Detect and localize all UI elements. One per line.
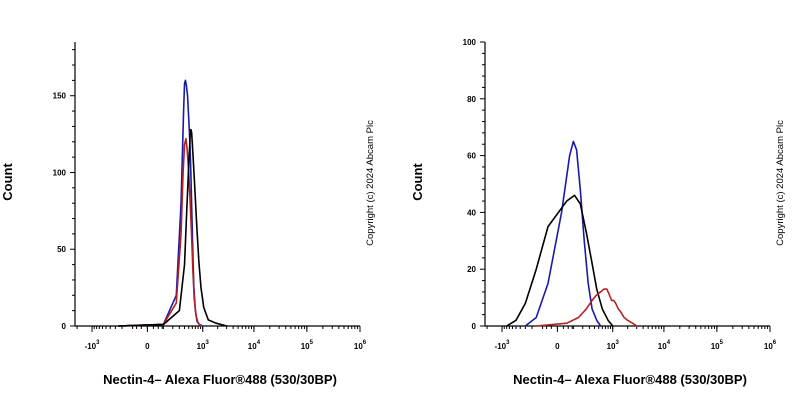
histogram-series-2 bbox=[535, 288, 638, 327]
y-tick-label: 40 bbox=[467, 208, 476, 217]
y-tick-label: 0 bbox=[472, 322, 477, 331]
y-tick-label: 150 bbox=[53, 92, 67, 101]
copyright-text: Copyright (c) 2024 Abcam Plc bbox=[775, 120, 786, 246]
y-tick-label: 50 bbox=[57, 245, 66, 254]
x-tick-label: 0 bbox=[555, 342, 560, 351]
histogram-series-1 bbox=[117, 137, 202, 327]
y-tick-label: 60 bbox=[467, 152, 476, 161]
y-tick-label: 100 bbox=[53, 168, 67, 177]
copyright-text: Copyright (c) 2024 Abcam Plc bbox=[365, 120, 376, 246]
histogram-series-2 bbox=[117, 128, 228, 327]
y-axis-title: Count bbox=[0, 163, 15, 201]
histogram-series-0 bbox=[524, 140, 602, 327]
x-axis-title: Nectin-4– Alexa Fluor®488 (530/30BP) bbox=[513, 372, 747, 387]
x-tick-label: 105 bbox=[301, 340, 314, 351]
x-axis-title: Nectin-4– Alexa Fluor®488 (530/30BP) bbox=[103, 372, 337, 387]
x-tick-label: 0 bbox=[145, 342, 150, 351]
x-tick-label: -103 bbox=[495, 340, 511, 351]
x-tick-label: 104 bbox=[248, 340, 261, 351]
x-tick-label: 103 bbox=[607, 340, 620, 351]
x-tick-label: 106 bbox=[764, 340, 777, 351]
x-tick-label: 105 bbox=[711, 340, 724, 351]
x-tick-label: 103 bbox=[197, 340, 210, 351]
y-tick-label: 100 bbox=[463, 38, 477, 47]
y-axis-title: Count bbox=[410, 163, 425, 201]
y-tick-label: 20 bbox=[467, 265, 476, 274]
histogram-series-1 bbox=[505, 194, 614, 327]
y-tick-label: 80 bbox=[467, 95, 476, 104]
histogram-chart-left: 0 50 100 150 -103 0 103 104 105 106 Nectin-4– Alex… bbox=[0, 42, 376, 387]
y-tick-label: 0 bbox=[62, 322, 67, 331]
x-tick-label: 104 bbox=[658, 340, 671, 351]
histogram-chart-right: 0 20 40 60 80 100 -103 0 103 104 105 106 Nectin-4– A… bbox=[410, 38, 786, 387]
x-tick-label: 106 bbox=[354, 340, 367, 351]
x-tick-label: -103 bbox=[85, 340, 101, 351]
